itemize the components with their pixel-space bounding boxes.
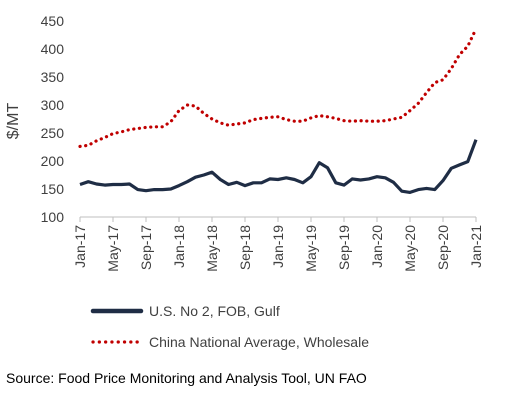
y-tick-label-250: 250 (41, 125, 65, 141)
x-tick-label-jan-21: Jan-21 (468, 225, 484, 268)
x-tick-label-sep-18: Sep-18 (237, 225, 253, 270)
x-tick-label-may-20: May-20 (402, 225, 418, 272)
x-tick-label-jan-19: Jan-19 (270, 225, 286, 268)
x-tick-label-may-18: May-18 (204, 225, 220, 272)
legend-label-china-wholesale: China National Average, Wholesale (149, 334, 369, 350)
x-tick-label-jan-18: Jan-18 (171, 225, 187, 268)
x-tick-label-jan-20: Jan-20 (369, 225, 385, 268)
y-tick-label-200: 200 (41, 153, 65, 169)
x-axis-tick-marks (79, 217, 477, 222)
x-tick-label-may-19: May-19 (303, 225, 319, 272)
y-tick-label-350: 350 (41, 69, 65, 85)
x-axis-tick-labels: Jan-17 May-17 Sep-17 Jan-18 May-18 Sep-18 Jan-… (72, 225, 484, 272)
y-tick-label-300: 300 (41, 97, 65, 113)
y-tick-label-100: 100 (41, 209, 65, 225)
legend-label-us-no2: U.S. No 2, FOB, Gulf (149, 303, 280, 319)
legend: U.S. No 2, FOB, Gulf China National Aver… (90, 303, 369, 350)
series-line-u-s-no-2-fob-gulf (79, 139, 478, 194)
series-line-china-national-average-wholesale (78, 27, 478, 148)
y-axis-title: $/MT (5, 103, 22, 140)
y-tick-label-450: 450 (41, 13, 65, 29)
y-tick-label-400: 400 (41, 41, 65, 57)
y-tick-label-150: 150 (41, 181, 65, 197)
source-note: Source: Food Price Monitoring and Analys… (6, 370, 367, 386)
x-tick-label-sep-19: Sep-19 (336, 225, 352, 270)
series-layer (78, 27, 478, 194)
x-tick-label-sep-17: Sep-17 (138, 225, 154, 270)
y-axis-tick-labels: 100 150 200 250 300 350 400 450 (41, 13, 65, 225)
x-tick-label-may-17: May-17 (105, 225, 121, 272)
x-tick-label-sep-20: Sep-20 (435, 225, 451, 270)
x-tick-label-jan-17: Jan-17 (72, 225, 88, 268)
